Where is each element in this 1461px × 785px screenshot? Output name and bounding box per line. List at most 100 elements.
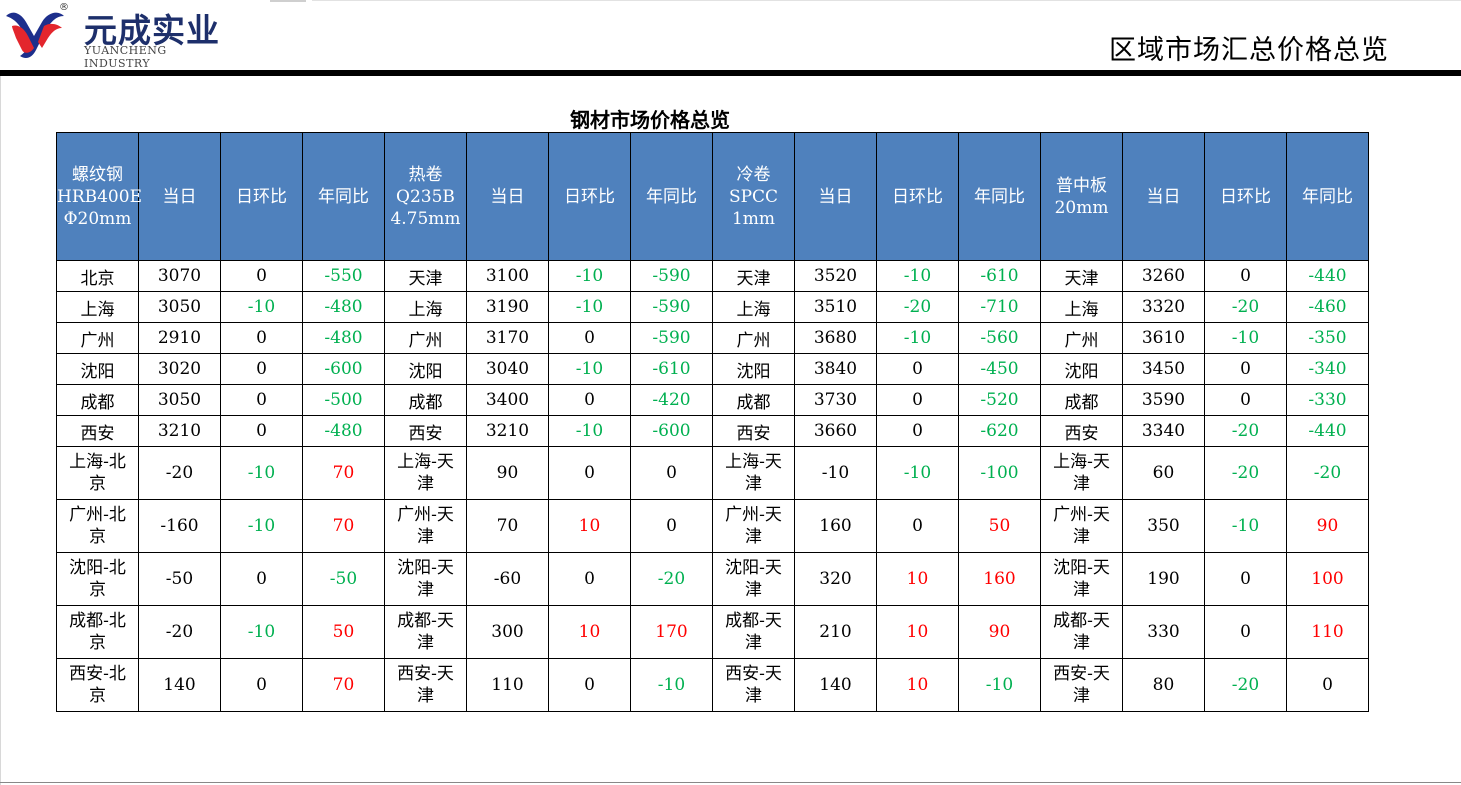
price-table: 螺纹钢 HRB400E Φ20mm 当日 日环比 年同比 热卷 Q235B 4.75mm 当日 日环…	[56, 132, 1369, 712]
value-cell: 3340	[1122, 415, 1205, 447]
spread-label-cell: 沈阳-天津	[1040, 552, 1123, 606]
value-cell: 10	[548, 499, 631, 553]
value-cell: -480	[302, 415, 385, 447]
value-cell: 3610	[1122, 322, 1205, 354]
value-cell: 70	[302, 499, 385, 553]
spread-label-cell: 成都-北京	[56, 605, 139, 659]
spread-label-cell: 上海-天津	[1040, 446, 1123, 500]
header-cell: 当日	[466, 132, 549, 261]
value-cell: 3260	[1122, 260, 1205, 292]
city-cell: 上海	[1040, 291, 1123, 323]
city-cell: 沈阳	[56, 353, 139, 385]
city-cell: 广州	[384, 322, 467, 354]
value-cell: 0	[548, 658, 631, 712]
city-cell: 成都	[384, 384, 467, 416]
value-cell: -610	[630, 353, 713, 385]
spread-label-cell: 成都-天津	[1040, 605, 1123, 659]
value-cell: -440	[1286, 415, 1369, 447]
value-cell: 0	[220, 552, 303, 606]
value-cell: 2910	[138, 322, 221, 354]
value-cell: -10	[548, 353, 631, 385]
value-cell: -340	[1286, 353, 1369, 385]
value-cell: 3070	[138, 260, 221, 292]
value-cell: 3510	[794, 291, 877, 323]
value-cell: 3320	[1122, 291, 1205, 323]
spread-label-cell: 上海-北京	[56, 446, 139, 500]
value-cell: -10	[630, 658, 713, 712]
value-cell: 10	[548, 605, 631, 659]
value-cell: -590	[630, 322, 713, 354]
header-cell: 普中板 20mm	[1040, 132, 1123, 261]
value-cell: -10	[220, 446, 303, 500]
bottom-rule	[0, 782, 1461, 783]
value-cell: 90	[1286, 499, 1369, 553]
value-cell: -10	[548, 260, 631, 292]
value-cell: 160	[958, 552, 1041, 606]
value-cell: 3100	[466, 260, 549, 292]
value-cell: 3730	[794, 384, 877, 416]
table-row: 西安-北京 140 0 70 西安-天津 110 0 -10 西安-天津 140 10 -10 西安-天…	[56, 658, 1369, 712]
spread-label-cell: 西安-天津	[384, 658, 467, 712]
page-title: 区域市场汇总价格总览	[1109, 35, 1389, 66]
city-cell: 成都	[712, 384, 795, 416]
value-cell: 0	[876, 499, 959, 553]
value-cell: -450	[958, 353, 1041, 385]
value-cell: 3520	[794, 260, 877, 292]
table-title: 钢材市场价格总览	[570, 108, 730, 132]
value-cell: -560	[958, 322, 1041, 354]
top-divider	[270, 0, 306, 2]
value-cell: 0	[876, 415, 959, 447]
value-cell: 0	[630, 499, 713, 553]
value-cell: 0	[1204, 384, 1287, 416]
value-cell: 90	[466, 446, 549, 500]
city-cell: 西安	[384, 415, 467, 447]
city-cell: 成都	[56, 384, 139, 416]
value-cell: 0	[630, 446, 713, 500]
value-cell: 3450	[1122, 353, 1205, 385]
value-cell: -590	[630, 291, 713, 323]
city-cell: 上海	[712, 291, 795, 323]
table-row: 成都-北京 -20 -10 50 成都-天津 300 10 170 成都-天津 210 10 90 成都…	[56, 605, 1369, 659]
value-cell: -100	[958, 446, 1041, 500]
value-cell: -20	[138, 605, 221, 659]
value-cell: -10	[876, 322, 959, 354]
company-logo: ® 元成实业 YUANCHENG INDUSTRY	[4, 2, 234, 70]
value-cell: -20	[876, 291, 959, 323]
header-rule	[0, 70, 1461, 76]
value-cell: -20	[1204, 658, 1287, 712]
value-cell: -620	[958, 415, 1041, 447]
header-cell: 年同比	[302, 132, 385, 261]
spread-label-cell: 广州-天津	[384, 499, 467, 553]
value-cell: 0	[1286, 658, 1369, 712]
value-cell: 3680	[794, 322, 877, 354]
city-cell: 广州	[1040, 322, 1123, 354]
table-row: 上海-北京 -20 -10 70 上海-天津 90 0 0 上海-天津 -10 -10 -100 上海-…	[56, 446, 1369, 500]
value-cell: 10	[876, 605, 959, 659]
value-cell: -160	[138, 499, 221, 553]
table-row: 广州 2910 0 -480 广州 3170 0 -590 广州 3680 -10 -560 广州 361…	[56, 322, 1369, 354]
value-cell: 190	[1122, 552, 1205, 606]
left-border	[0, 76, 1, 785]
value-cell: 3210	[138, 415, 221, 447]
value-cell: -10	[220, 605, 303, 659]
value-cell: -10	[220, 499, 303, 553]
value-cell: -520	[958, 384, 1041, 416]
value-cell: -10	[1204, 322, 1287, 354]
header-cell: 日环比	[220, 132, 303, 261]
header-cell: 日环比	[548, 132, 631, 261]
value-cell: 3190	[466, 291, 549, 323]
city-cell: 沈阳	[712, 353, 795, 385]
value-cell: 300	[466, 605, 549, 659]
value-cell: -600	[302, 353, 385, 385]
value-cell: -10	[548, 291, 631, 323]
value-cell: 0	[220, 658, 303, 712]
city-cell: 西安	[712, 415, 795, 447]
value-cell: 140	[794, 658, 877, 712]
value-cell: -10	[876, 446, 959, 500]
value-cell: 3050	[138, 291, 221, 323]
header-cell: 年同比	[1286, 132, 1369, 261]
value-cell: -550	[302, 260, 385, 292]
top-divider-long	[312, 0, 1461, 1]
value-cell: 3400	[466, 384, 549, 416]
value-cell: -10	[794, 446, 877, 500]
